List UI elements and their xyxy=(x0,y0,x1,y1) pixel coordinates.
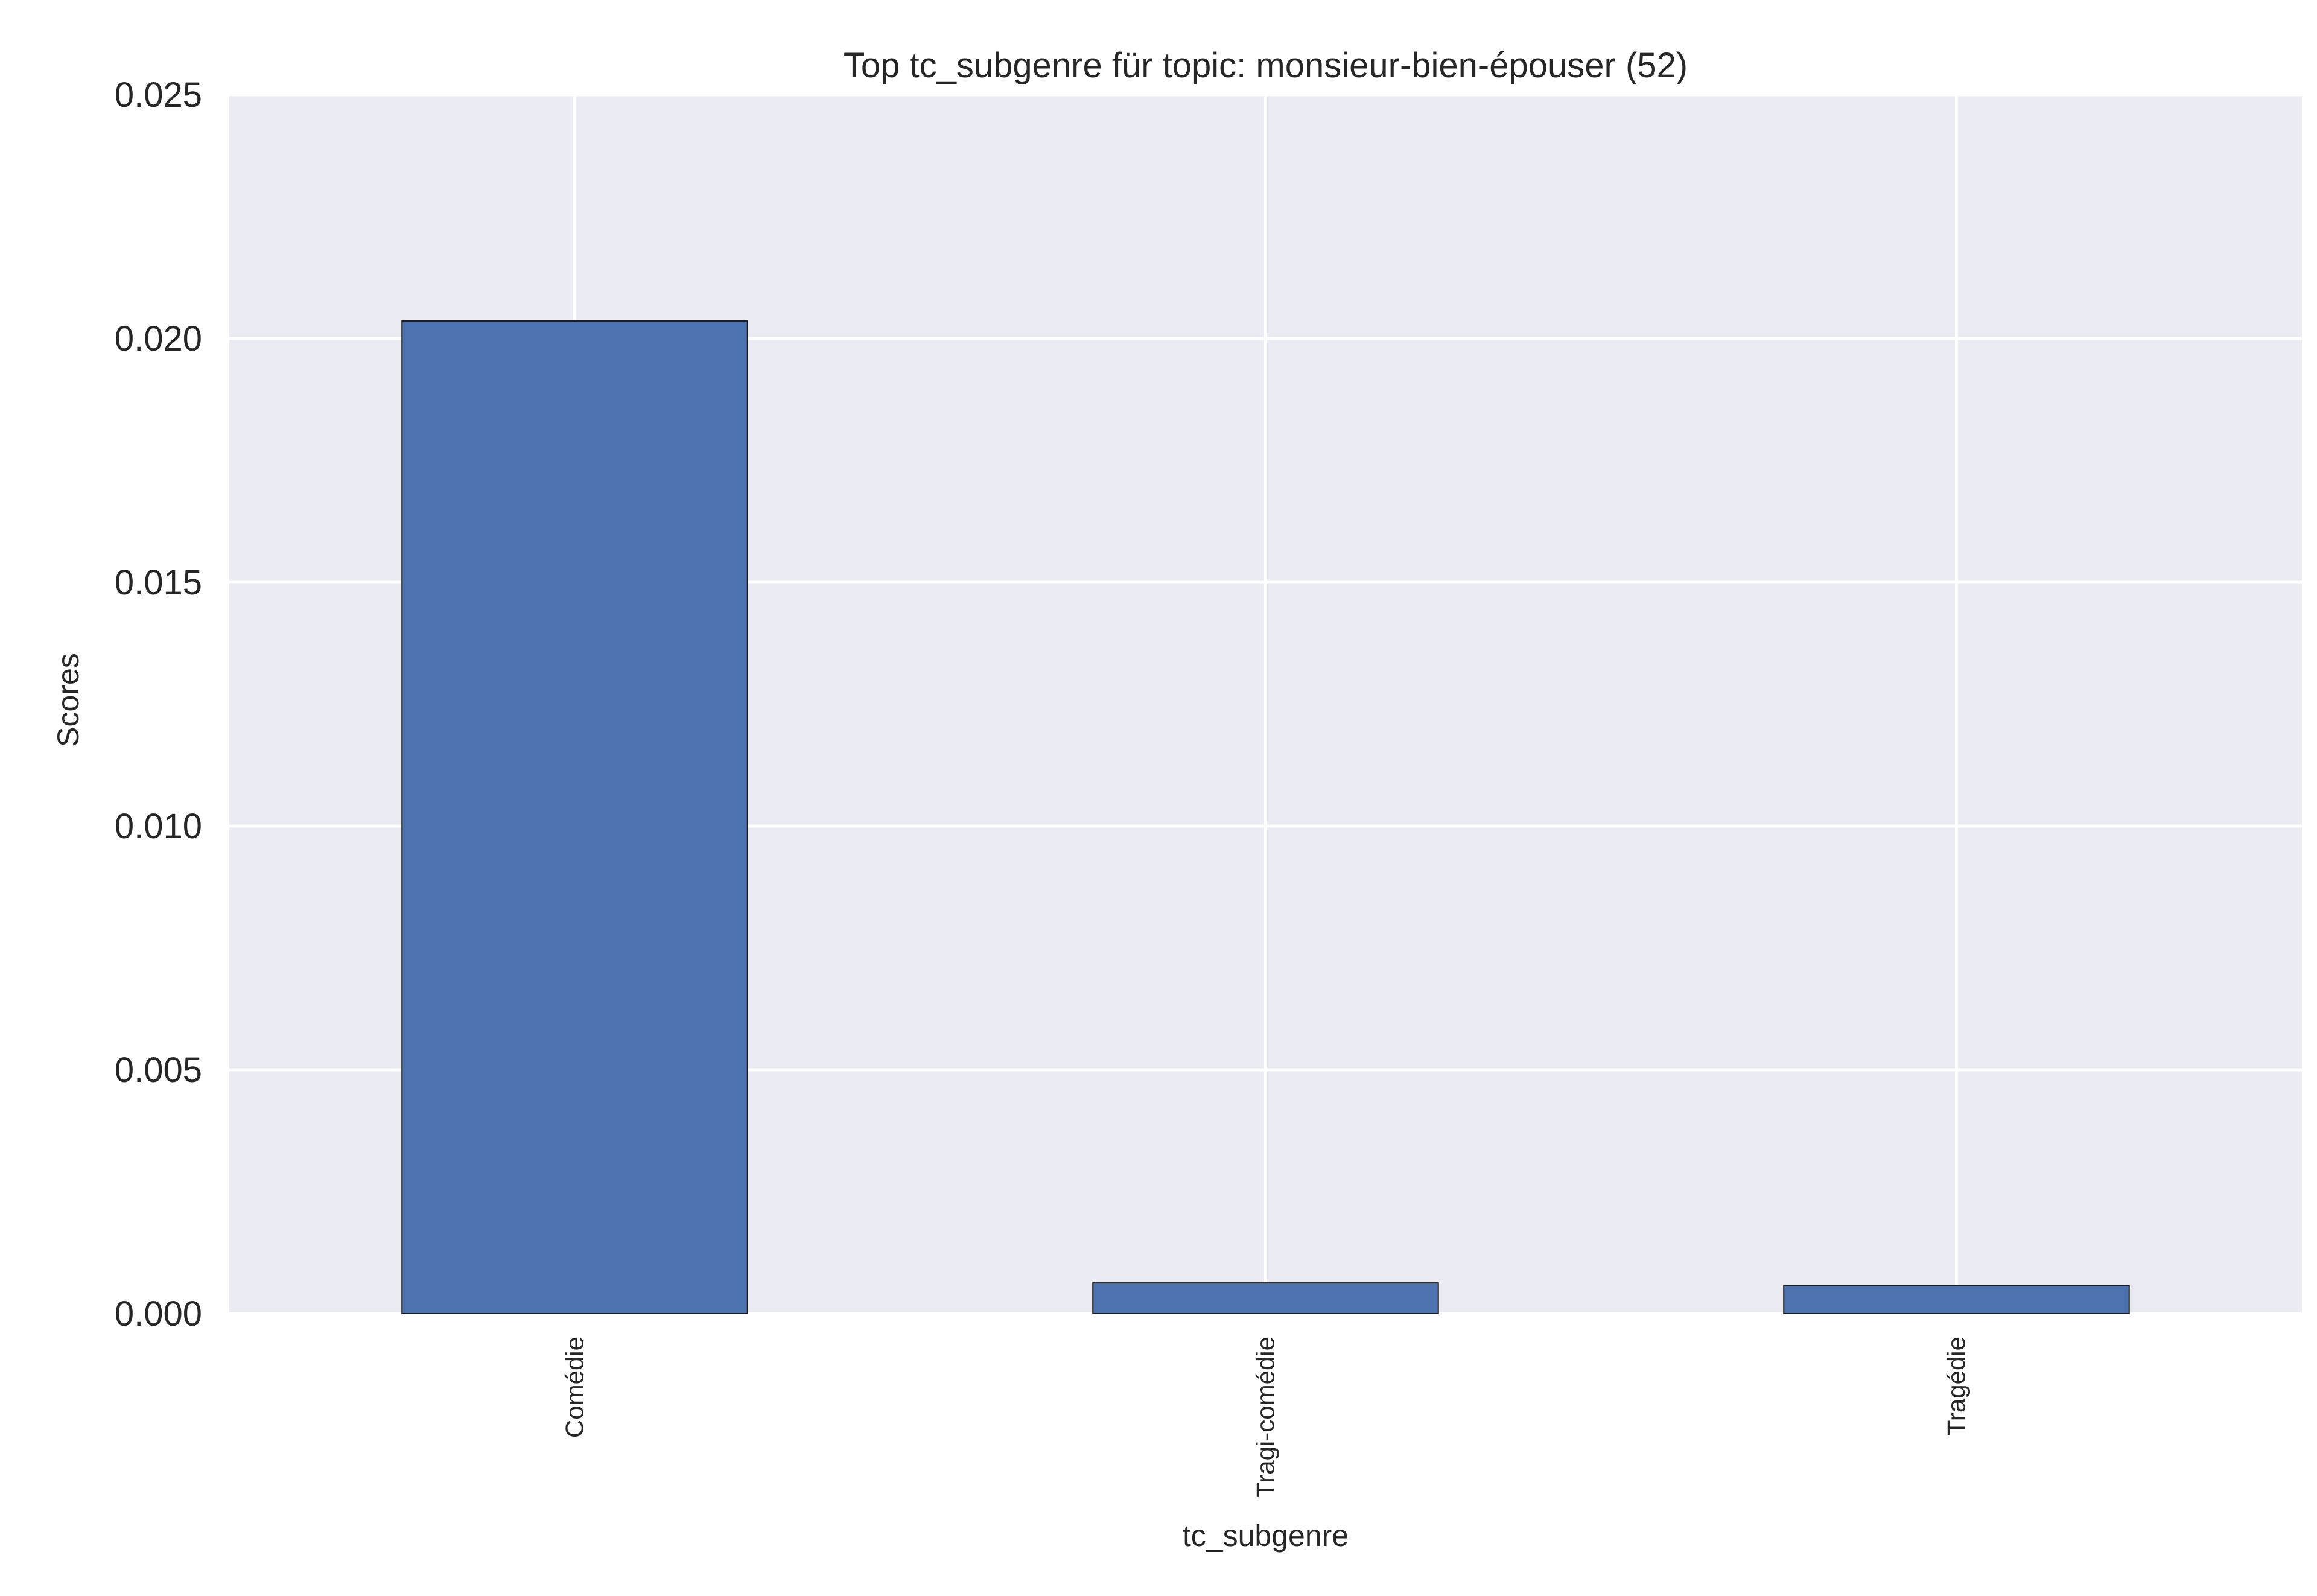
x-tick-label: Tragi-comédie xyxy=(1251,1337,1280,1498)
y-axis-label: Scores xyxy=(51,653,85,747)
x-tick-labels: Comédie Tragi-comédie Tragédie xyxy=(561,1337,1971,1498)
x-tick-label: Tragédie xyxy=(1942,1337,1971,1435)
bar xyxy=(401,320,748,1314)
bar xyxy=(1092,1282,1439,1314)
y-tick-label: 0.015 xyxy=(115,563,202,602)
chart-title: Top tc_subgenre für topic: monsieur-bien… xyxy=(844,46,1688,85)
y-tick-label: 0.010 xyxy=(115,807,202,846)
x-tick-label: Comédie xyxy=(561,1337,589,1438)
y-tick-label: 0.000 xyxy=(115,1294,202,1334)
bar xyxy=(1783,1285,2130,1314)
y-tick-label: 0.005 xyxy=(115,1051,202,1090)
y-tick-labels: 0.000 0.005 0.010 0.015 0.020 0.025 xyxy=(115,75,202,1334)
bars xyxy=(401,320,2130,1314)
y-tick-label: 0.020 xyxy=(115,319,202,358)
y-tick-label: 0.025 xyxy=(115,75,202,115)
x-axis-label: tc_subgenre xyxy=(1183,1519,1349,1553)
